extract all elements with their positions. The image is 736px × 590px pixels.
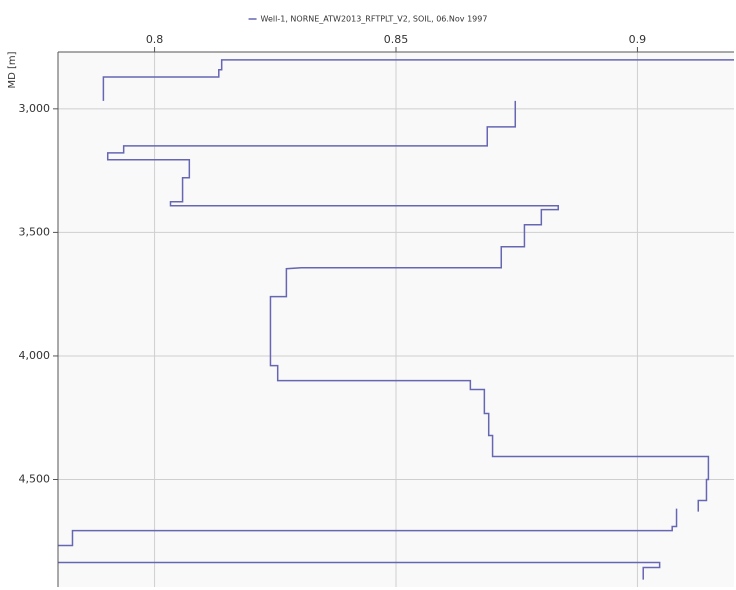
y-axis-label: MD [m]	[7, 51, 18, 88]
x-tick-label: 0.85	[384, 33, 409, 46]
y-tick-label: 3,000	[19, 102, 51, 115]
y-tick-label: 4,500	[19, 473, 51, 486]
y-tick-label: 4,000	[19, 349, 51, 362]
legend-label: Well-1, NORNE_ATW2013_RFTPLT_V2, SOIL, 0…	[261, 15, 488, 24]
grid	[58, 52, 734, 587]
y-tick-label: 3,500	[19, 225, 51, 238]
x-tick-label: 0.9	[629, 33, 647, 46]
x-tick-label: 0.8	[146, 33, 164, 46]
data-line	[58, 59, 734, 580]
